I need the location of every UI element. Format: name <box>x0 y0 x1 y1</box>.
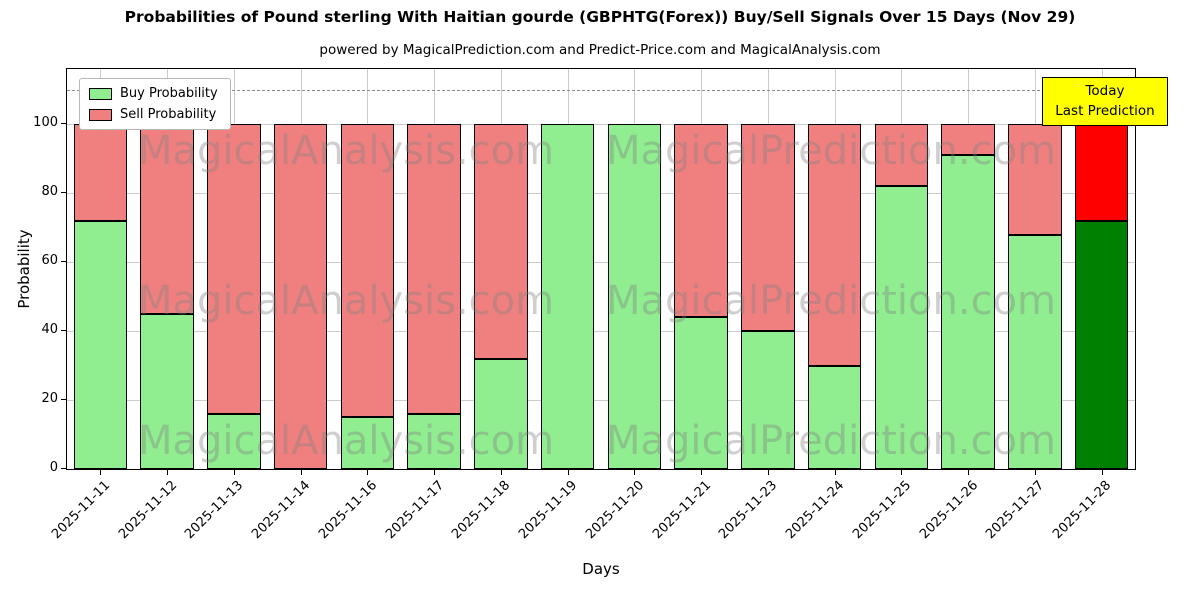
gridline-horizontal <box>67 331 1135 333</box>
bar-segment-sell <box>1008 124 1062 235</box>
legend-item-sell: Sell Probability <box>89 107 218 122</box>
bar-segment-sell <box>874 124 929 187</box>
y-tick-mark <box>61 123 66 125</box>
bar-segment-sell <box>340 124 395 418</box>
bar-segment-sell <box>73 124 128 221</box>
gridline-horizontal <box>67 400 1135 402</box>
x-tick-mark <box>767 470 769 475</box>
bar-2025-11-21 <box>674 69 728 469</box>
legend-label: Sell Probability <box>120 107 217 122</box>
bar-2025-11-12 <box>140 69 194 469</box>
legend: Buy Probability Sell Probability <box>79 78 231 130</box>
bar-segment-buy <box>741 331 795 469</box>
bar-2025-11-23 <box>741 69 795 469</box>
bar-2025-11-11 <box>73 69 128 469</box>
bar-segment-buy <box>1008 234 1062 469</box>
bar-2025-11-24 <box>807 69 862 469</box>
bar-2025-11-27 <box>1008 69 1062 469</box>
y-tick-label: 60 <box>41 253 58 269</box>
bar-segment-buy <box>474 358 528 469</box>
bar-2025-11-14 <box>273 69 328 469</box>
x-tick-mark <box>100 470 102 475</box>
x-tick-mark <box>167 470 169 475</box>
x-tick-text: 2025-11-28 <box>1050 478 1115 543</box>
y-tick-label: 100 <box>33 115 58 131</box>
gridline-horizontal <box>67 124 1135 126</box>
y-tick-label: 20 <box>41 391 58 407</box>
y-tick-label: 40 <box>41 322 58 338</box>
x-tick-mark <box>233 470 235 475</box>
bar-segment-sell <box>674 124 728 318</box>
bar-segment-sell <box>941 124 995 156</box>
x-tick-mark <box>901 470 903 475</box>
chart-subtitle: powered by MagicalPrediction.com and Pre… <box>319 42 881 58</box>
x-tick-label: 2025-11-28 <box>954 478 1114 542</box>
x-tick-mark <box>367 470 369 475</box>
bar-2025-11-19 <box>540 69 595 469</box>
x-tick-mark <box>1101 470 1103 475</box>
gridline-horizontal <box>67 262 1135 264</box>
today-annotation: Today Last Prediction <box>1042 77 1168 126</box>
x-tick-mark <box>968 470 970 475</box>
x-tick-mark <box>834 470 836 475</box>
bar-segment-sell <box>741 124 795 332</box>
x-tick-mark <box>1034 470 1036 475</box>
bar-segment-buy <box>73 220 128 469</box>
legend-item-buy: Buy Probability <box>89 86 218 101</box>
x-axis-label: Days <box>582 560 620 578</box>
bar-2025-11-26 <box>941 69 995 469</box>
bar-segment-buy <box>340 417 395 469</box>
legend-label: Buy Probability <box>120 86 218 101</box>
legend-swatch-buy <box>89 87 112 100</box>
annotation-line-2: Last Prediction <box>1055 103 1155 120</box>
y-tick-mark <box>61 192 66 194</box>
bar-segment-sell <box>140 124 194 314</box>
bar-segment-sell <box>407 124 461 414</box>
bar-segment-sell <box>207 124 261 414</box>
y-tick-mark <box>61 330 66 332</box>
chart-title: Probabilities of Pound sterling With Hai… <box>124 8 1076 26</box>
bar-segment-buy <box>941 155 995 469</box>
bar-2025-11-25 <box>874 69 929 469</box>
bar-segment-buy <box>407 413 461 469</box>
bar-segment-sell <box>474 124 528 359</box>
bar-segment-buy <box>607 124 662 469</box>
bar-2025-11-16 <box>340 69 395 469</box>
x-tick-mark <box>300 470 302 475</box>
gridline-horizontal <box>67 193 1135 195</box>
threshold-dashed-line <box>67 89 1135 91</box>
bar-segment-sell <box>1074 124 1129 221</box>
legend-swatch-sell <box>89 108 112 121</box>
x-tick-mark <box>567 470 569 475</box>
y-tick-mark <box>61 468 66 469</box>
y-axis-label: Probability <box>15 229 33 309</box>
bar-segment-sell <box>807 124 862 366</box>
bar-2025-11-13 <box>207 69 261 469</box>
y-tick-label: 80 <box>41 184 58 200</box>
y-tick-mark <box>61 261 66 263</box>
plot-area: Buy Probability Sell Probability MagicalA… <box>66 68 1136 470</box>
bar-segment-buy <box>540 124 595 469</box>
x-tick-mark <box>701 470 703 475</box>
x-tick-mark <box>500 470 502 475</box>
bar-2025-11-28 <box>1074 69 1129 469</box>
y-tick-label: 0 <box>49 460 58 475</box>
bar-segment-buy <box>874 186 929 469</box>
bar-2025-11-17 <box>407 69 461 469</box>
bar-2025-11-18 <box>474 69 528 469</box>
bar-segment-buy <box>807 365 862 469</box>
y-tick-mark <box>61 399 66 401</box>
bar-segment-buy <box>674 317 728 469</box>
bar-2025-11-20 <box>607 69 662 469</box>
annotation-line-1: Today <box>1085 83 1125 99</box>
bar-segment-buy <box>140 313 194 469</box>
bar-segment-sell <box>273 124 328 469</box>
x-tick-mark <box>634 470 636 475</box>
x-tick-mark <box>434 470 436 475</box>
bar-segment-buy <box>1074 220 1129 469</box>
bar-segment-buy <box>207 413 261 469</box>
